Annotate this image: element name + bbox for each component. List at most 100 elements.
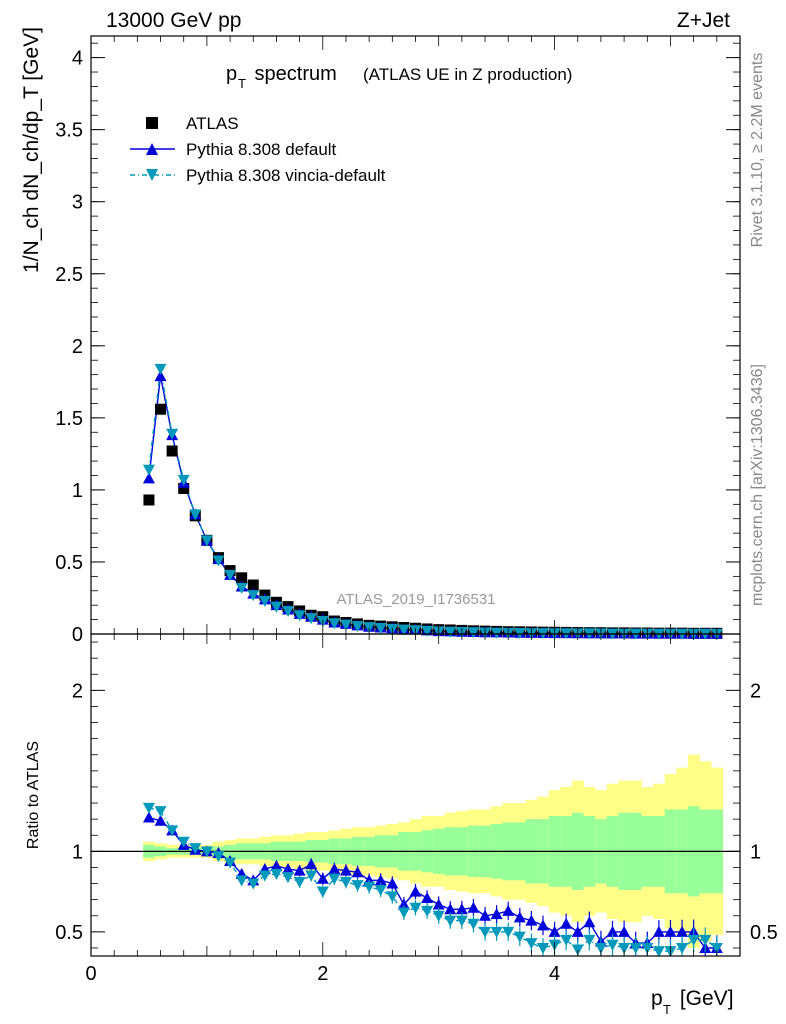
ratio-point-vincia xyxy=(421,905,434,917)
legend-label-vincia: Pythia 8.308 vincia-default xyxy=(186,166,386,185)
vincia-point xyxy=(189,509,202,521)
vincia-point xyxy=(224,569,237,581)
ratio-point-default xyxy=(618,925,631,937)
atlas-point xyxy=(178,482,190,494)
ratio-point-vincia xyxy=(363,881,376,893)
vincia-point xyxy=(200,535,213,547)
vincia-point xyxy=(270,601,283,613)
default-point xyxy=(142,472,155,484)
ratio-point-vincia xyxy=(455,915,468,927)
ratio-point-vincia xyxy=(235,875,248,887)
ratio-point-vincia xyxy=(224,857,237,869)
ratio-point-default xyxy=(444,903,457,915)
ratio-point-vincia xyxy=(479,926,492,938)
vincia-point xyxy=(305,613,318,625)
ratio-ticks: 0.5 0.5 1 1 2 2 0 2 4 xyxy=(55,634,778,985)
ratio-point-vincia xyxy=(594,942,607,954)
xtick-label: 4 xyxy=(549,963,560,985)
ratio-point-default xyxy=(351,866,364,878)
ratio-point-default xyxy=(548,925,561,937)
ratio-point-vincia xyxy=(305,870,318,882)
title-sub: T xyxy=(238,76,246,91)
vincia-point xyxy=(339,619,352,631)
ratio-point-vincia xyxy=(618,942,631,954)
ratio-point-default xyxy=(282,863,295,875)
ratio-point-vincia xyxy=(467,918,480,930)
ratio-point-default xyxy=(455,903,468,915)
ratio-point-vincia xyxy=(339,876,352,888)
ratio-point-default xyxy=(583,916,596,928)
ratio-point-default xyxy=(502,904,515,916)
title-note: (ATLAS UE in Z production) xyxy=(363,65,572,84)
ratio-point-default xyxy=(339,864,352,876)
vincia-point xyxy=(444,626,457,638)
watermark: ATLAS_2019_I1736531 xyxy=(336,591,495,608)
ratio-point-vincia xyxy=(652,946,665,956)
ratio-ytick-label-right: 2 xyxy=(750,680,761,702)
ratio-point-vincia xyxy=(490,926,503,938)
ratio-ytick-label: 1 xyxy=(72,841,83,863)
energy-label: 13000 GeV pp xyxy=(106,9,241,32)
legend-marker-default xyxy=(146,143,158,155)
vincia-point xyxy=(490,627,503,639)
main-ytick-label: 0.5 xyxy=(55,552,83,574)
main-panel: 0 0.5 1 1.5 2 2.5 3 3.5 4 p T spectrum (ATLAS UE… xyxy=(20,27,741,646)
ratio-point-default xyxy=(560,917,573,929)
main-ylabel-text: 1/N_ch dN_ch/dp_T [GeV] xyxy=(20,27,43,273)
atlas-point xyxy=(236,572,248,584)
ratio-point-vincia xyxy=(641,942,654,954)
ratio-point-default xyxy=(536,919,549,931)
ratio-point-vincia xyxy=(328,873,341,885)
ratio-point-default xyxy=(386,877,399,889)
ratio-point-vincia xyxy=(583,934,596,946)
main-ytick-label: 3.5 xyxy=(55,120,83,142)
ratio-point-vincia xyxy=(212,851,225,863)
ratio-point-vincia xyxy=(536,942,549,954)
main-ylabel: 1/N_ch dN_ch/dp_T [GeV] xyxy=(20,27,43,273)
ratio-ytick-label: 0.5 xyxy=(55,922,83,944)
ratio-point-vincia xyxy=(432,910,445,922)
vincia-point xyxy=(142,464,155,476)
ratio-point-vincia xyxy=(282,872,295,884)
vincia-point xyxy=(374,622,387,634)
ratio-point-default xyxy=(421,892,434,904)
main-ytick-label: 0 xyxy=(72,624,83,646)
title-main: p xyxy=(226,63,237,85)
ratio-point-vincia xyxy=(154,806,167,818)
xtick-label: 2 xyxy=(317,963,328,985)
atlas-point xyxy=(155,403,167,415)
ratio-point-vincia xyxy=(525,938,538,950)
rivet-label: Rivet 3.1.10, ≥ 2.2M events xyxy=(749,53,766,248)
ratio-ytick-label: 2 xyxy=(72,680,83,702)
vincia-point xyxy=(363,622,376,634)
vincia-point xyxy=(421,625,434,637)
xtick-label: 0 xyxy=(85,963,96,985)
ratio-point-vincia xyxy=(629,942,642,954)
ratio-point-default xyxy=(409,885,422,897)
ratio-point-default xyxy=(270,859,283,871)
ratio-point-vincia xyxy=(502,926,515,938)
ratio-point-default xyxy=(142,811,155,823)
legend-label-atlas: ATLAS xyxy=(186,114,239,133)
ratio-point-default xyxy=(154,814,167,826)
ratio-point-default xyxy=(676,925,689,937)
ratio-point-default xyxy=(374,874,387,886)
ratio-point-vincia xyxy=(258,870,271,882)
ratio-point-vincia xyxy=(444,915,457,927)
vincia-point xyxy=(328,618,341,630)
vincia-point xyxy=(258,595,271,607)
ratio-point-default xyxy=(664,925,677,937)
ratio-point-vincia xyxy=(513,931,526,943)
ratio-point-default xyxy=(606,925,619,937)
legend-label-default: Pythia 8.308 default xyxy=(186,140,337,159)
main-ytick-label: 2.5 xyxy=(55,264,83,286)
ratio-panel: 0.5 0.5 1 1 2 2 0 2 4 Ratio to ATLAS p T [GeV] xyxy=(25,633,778,1017)
main-ytick-label: 3 xyxy=(72,192,83,214)
ratio-point-default xyxy=(513,911,526,923)
xlabel-sub: T xyxy=(663,1002,671,1017)
ratio-point-vincia xyxy=(142,802,155,814)
ratio-bands xyxy=(91,754,740,948)
process-label: Z+Jet xyxy=(677,9,730,32)
ratio-point-vincia xyxy=(270,868,283,880)
vincia-point xyxy=(467,627,480,639)
